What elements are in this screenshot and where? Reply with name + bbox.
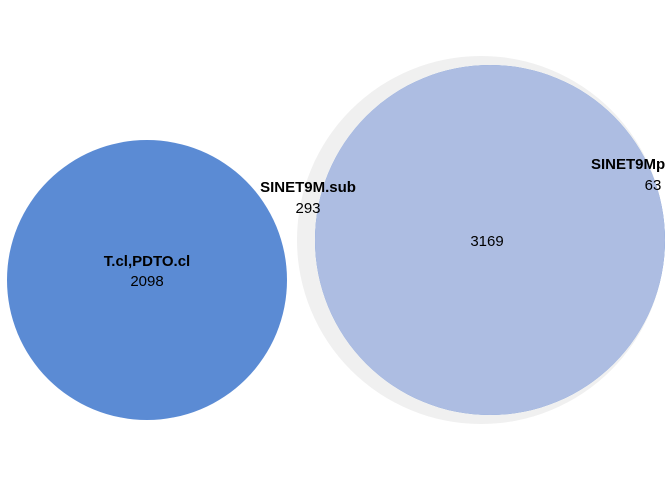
set-label-tcl-pdtocl: T.cl,PDTO.cl bbox=[104, 253, 190, 270]
set-count-sinet9m-sub: 293 bbox=[295, 200, 320, 217]
set-circle-tcl-pdtocl bbox=[7, 140, 287, 420]
set-count-tcl-pdtocl: 2098 bbox=[130, 273, 163, 290]
intersection-count: 3169 bbox=[470, 233, 503, 250]
set-label-sinet9mp: SINET9Mp bbox=[591, 156, 665, 173]
intersection-region bbox=[315, 65, 665, 415]
set-count-sinet9mp: 63 bbox=[645, 177, 662, 194]
set-label-sinet9m-sub: SINET9M.sub bbox=[260, 179, 356, 196]
